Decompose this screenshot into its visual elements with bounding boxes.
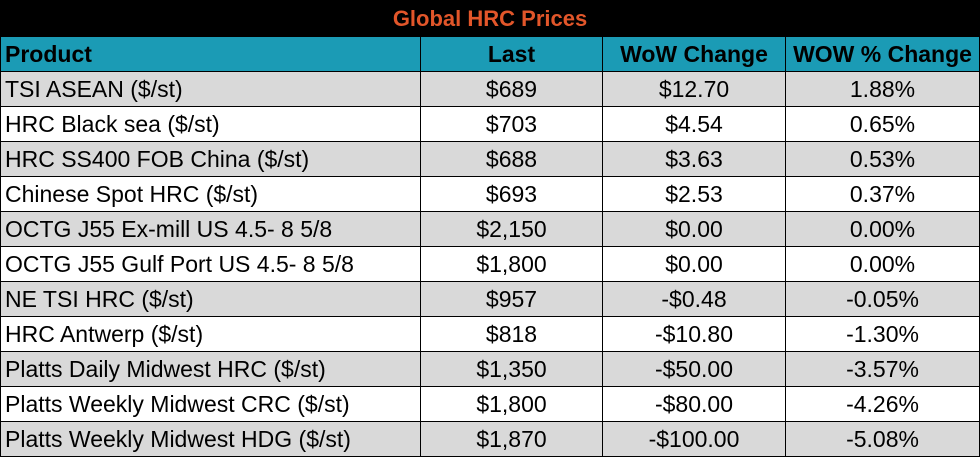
wow-pct-change-cell: -1.30%	[784, 316, 980, 352]
wow-change-cell: -$80.00	[602, 386, 786, 422]
wow-pct-change-cell: 0.65%	[784, 106, 980, 142]
last-price-cell: $957	[420, 281, 603, 317]
last-price-cell: $688	[420, 141, 603, 177]
column-header-wow-pct-change: WOW % Change	[784, 36, 980, 72]
product-cell: HRC SS400 FOB China ($/st)	[0, 141, 421, 177]
product-cell: OCTG J55 Gulf Port US 4.5- 8 5/8	[0, 246, 421, 282]
table-row: HRC Black sea ($/st) $703 $4.54 0.65%	[0, 106, 980, 142]
wow-change-cell: $4.54	[602, 106, 786, 142]
last-price-cell: $2,150	[420, 211, 603, 247]
last-price-cell: $1,800	[420, 386, 603, 422]
table-row: TSI ASEAN ($/st) $689 $12.70 1.88%	[0, 71, 980, 107]
product-cell: OCTG J55 Ex-mill US 4.5- 8 5/8	[0, 211, 421, 247]
product-cell: HRC Black sea ($/st)	[0, 106, 421, 142]
wow-pct-change-cell: 0.00%	[784, 246, 980, 282]
table-title: Global HRC Prices	[0, 0, 980, 37]
product-cell: NE TSI HRC ($/st)	[0, 281, 421, 317]
column-header-product: Product	[0, 36, 421, 72]
last-price-cell: $693	[420, 176, 603, 212]
table-body: TSI ASEAN ($/st) $689 $12.70 1.88% HRC Black…	[0, 71, 980, 457]
wow-change-cell: $3.63	[602, 141, 786, 177]
wow-change-cell: $0.00	[602, 246, 786, 282]
wow-change-cell: $2.53	[602, 176, 786, 212]
table-row: NE TSI HRC ($/st) $957 -$0.48 -0.05%	[0, 281, 980, 317]
product-cell: Platts Weekly Midwest CRC ($/st)	[0, 386, 421, 422]
wow-pct-change-cell: -5.08%	[784, 421, 980, 457]
header-row: Product Last WoW Change WOW % Change	[0, 36, 980, 72]
table-title-row: Global HRC Prices	[0, 0, 980, 37]
table-row: Chinese Spot HRC ($/st) $693 $2.53 0.37%	[0, 176, 980, 212]
last-price-cell: $1,870	[420, 421, 603, 457]
table-row: OCTG J55 Ex-mill US 4.5- 8 5/8 $2,150 $0.0…	[0, 211, 980, 247]
product-cell: Platts Daily Midwest HRC ($/st)	[0, 351, 421, 387]
wow-change-cell: -$10.80	[602, 316, 786, 352]
last-price-cell: $689	[420, 71, 603, 107]
product-cell: TSI ASEAN ($/st)	[0, 71, 421, 107]
wow-pct-change-cell: 0.37%	[784, 176, 980, 212]
wow-pct-change-cell: 1.88%	[784, 71, 980, 107]
wow-change-cell: $0.00	[602, 211, 786, 247]
column-header-last: Last	[420, 36, 603, 72]
wow-pct-change-cell: -4.26%	[784, 386, 980, 422]
table-row: Platts Weekly Midwest CRC ($/st) $1,800 -$…	[0, 386, 980, 422]
wow-change-cell: $12.70	[602, 71, 786, 107]
product-cell: Platts Weekly Midwest HDG ($/st)	[0, 421, 421, 457]
column-header-wow-change: WoW Change	[602, 36, 786, 72]
last-price-cell: $818	[420, 316, 603, 352]
table-row: HRC SS400 FOB China ($/st) $688 $3.63 0.53%	[0, 141, 980, 177]
table-row: OCTG J55 Gulf Port US 4.5- 8 5/8 $1,800 $0…	[0, 246, 980, 282]
product-cell: Chinese Spot HRC ($/st)	[0, 176, 421, 212]
wow-pct-change-cell: -0.05%	[784, 281, 980, 317]
last-price-cell: $1,800	[420, 246, 603, 282]
table-row: Platts Daily Midwest HRC ($/st) $1,350 -$5…	[0, 351, 980, 387]
last-price-cell: $703	[420, 106, 603, 142]
wow-pct-change-cell: 0.53%	[784, 141, 980, 177]
wow-change-cell: -$50.00	[602, 351, 786, 387]
wow-pct-change-cell: 0.00%	[784, 211, 980, 247]
wow-change-cell: -$0.48	[602, 281, 786, 317]
product-cell: HRC Antwerp ($/st)	[0, 316, 421, 352]
wow-pct-change-cell: -3.57%	[784, 351, 980, 387]
table-row: HRC Antwerp ($/st) $818 -$10.80 -1.30%	[0, 316, 980, 352]
table-row: Platts Weekly Midwest HDG ($/st) $1,870 -$…	[0, 421, 980, 457]
wow-change-cell: -$100.00	[602, 421, 786, 457]
last-price-cell: $1,350	[420, 351, 603, 387]
